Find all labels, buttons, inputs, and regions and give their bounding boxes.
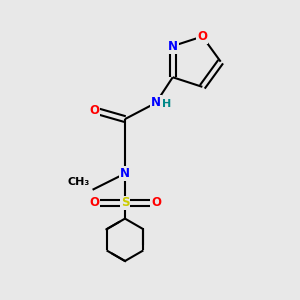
Text: O: O xyxy=(89,104,99,117)
Text: N: N xyxy=(120,167,130,180)
Text: H: H xyxy=(162,99,171,110)
Text: O: O xyxy=(151,196,161,209)
Text: O: O xyxy=(197,30,207,43)
Text: S: S xyxy=(121,196,129,209)
Text: CH₃: CH₃ xyxy=(68,177,90,188)
Text: O: O xyxy=(89,196,99,209)
Text: N: N xyxy=(151,96,161,110)
Text: N: N xyxy=(168,40,178,52)
